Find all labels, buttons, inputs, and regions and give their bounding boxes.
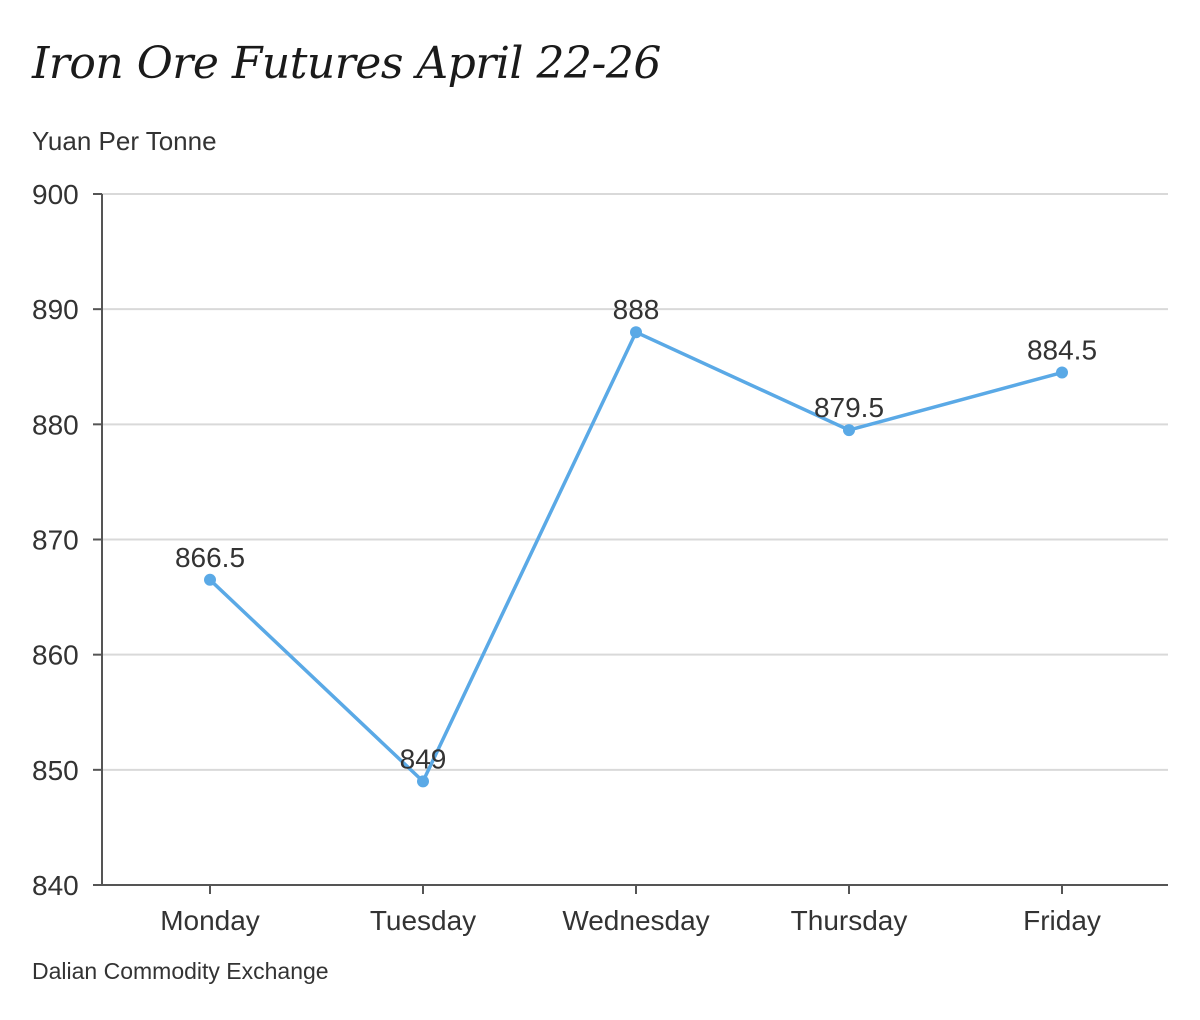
source-note: Dalian Commodity Exchange bbox=[32, 958, 329, 984]
series-polyline bbox=[208, 330, 1063, 784]
data-label: 879.5 bbox=[814, 392, 884, 423]
x-tick-label: Friday bbox=[1023, 905, 1101, 936]
data-labels: 866.5 849 888 879.5 884.5 bbox=[175, 294, 1097, 774]
y-tick-label: 890 bbox=[32, 294, 79, 325]
data-point bbox=[1056, 366, 1068, 379]
x-tick-label: Tuesday bbox=[370, 905, 476, 936]
y-tick-label: 850 bbox=[32, 755, 79, 786]
data-label: 884.5 bbox=[1027, 335, 1097, 366]
data-point bbox=[843, 424, 855, 437]
data-label: 866.5 bbox=[175, 542, 245, 573]
y-tick-label: 900 bbox=[32, 179, 79, 210]
y-tick-label: 880 bbox=[32, 409, 79, 440]
x-tick-label: Thursday bbox=[791, 905, 908, 936]
chart-title: Iron Ore Futures April 22-26 bbox=[32, 38, 661, 89]
y-axis-label: Yuan Per Tonne bbox=[32, 126, 217, 156]
x-tick-label: Wednesday bbox=[562, 905, 709, 936]
series-line bbox=[204, 326, 1068, 788]
data-label: 849 bbox=[400, 743, 447, 774]
gridlines bbox=[102, 193, 1168, 771]
y-tick-label: 870 bbox=[32, 525, 79, 556]
y-axis-ticks: 840 850 860 870 880 890 900 bbox=[32, 179, 102, 901]
data-label: 888 bbox=[613, 294, 660, 325]
y-tick-label: 840 bbox=[32, 870, 79, 901]
data-point bbox=[417, 775, 429, 788]
data-point bbox=[630, 326, 642, 339]
x-tick-label: Monday bbox=[160, 905, 260, 936]
data-point bbox=[204, 573, 216, 586]
y-tick-label: 860 bbox=[32, 640, 79, 671]
x-axis-ticks: Monday Tuesday Wednesday Thursday Friday bbox=[160, 885, 1101, 936]
